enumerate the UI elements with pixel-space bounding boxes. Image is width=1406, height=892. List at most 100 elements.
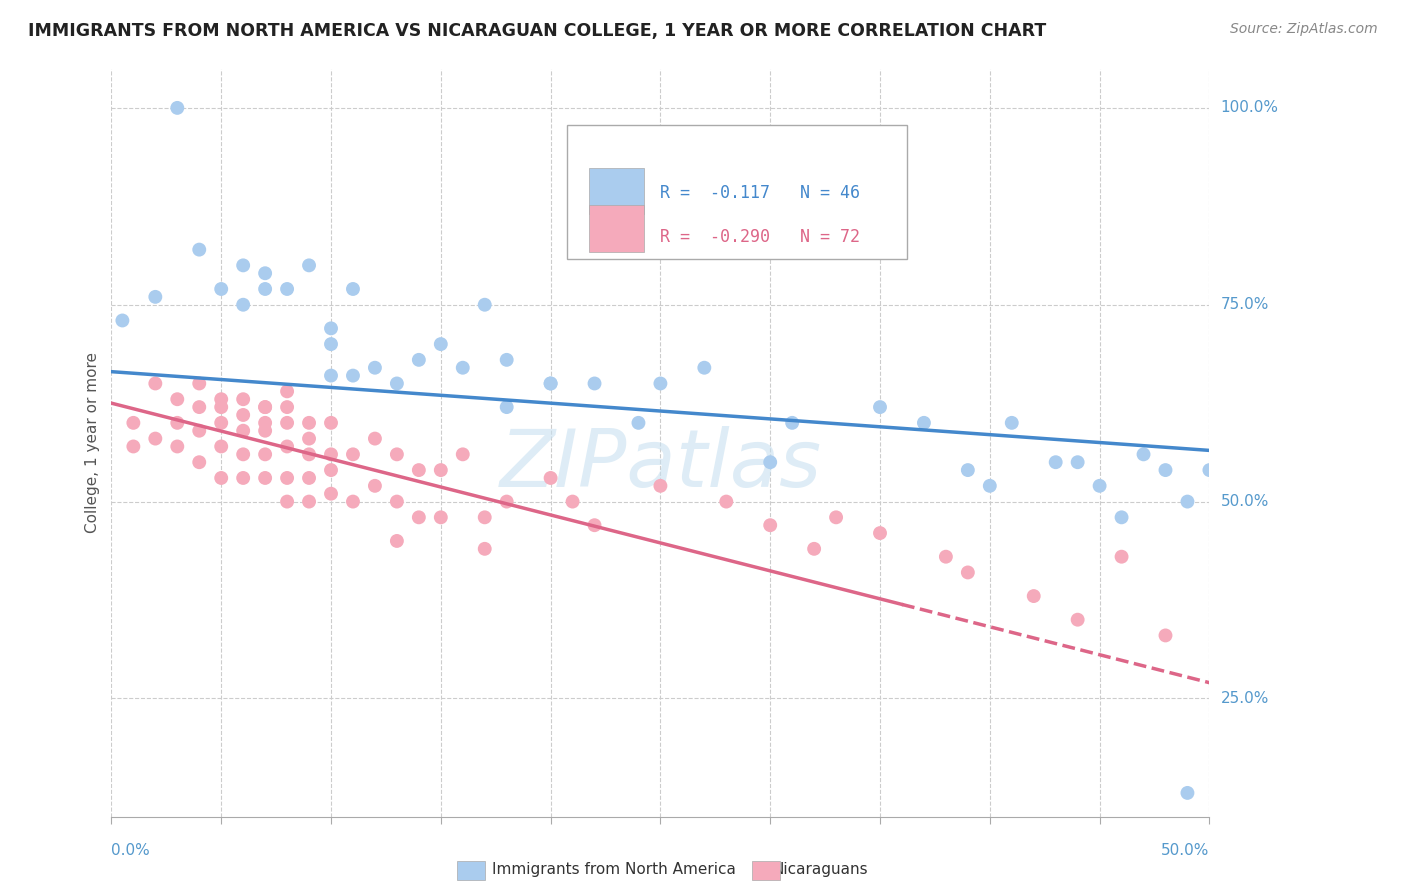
Point	[716, 494, 738, 508]
Point	[474, 541, 496, 556]
Point	[276, 471, 298, 485]
Point	[232, 298, 254, 312]
Point	[342, 447, 364, 461]
Point	[1154, 463, 1177, 477]
Point	[319, 321, 342, 335]
Point	[430, 337, 453, 351]
Point	[364, 432, 387, 446]
Point	[956, 463, 979, 477]
Point	[1111, 549, 1133, 564]
Point	[276, 494, 298, 508]
Point	[209, 416, 232, 430]
Point	[1154, 628, 1177, 642]
Text: ZIPatlas: ZIPatlas	[499, 426, 821, 504]
Text: 75.0%: 75.0%	[1220, 297, 1268, 312]
Point	[342, 282, 364, 296]
Text: R =  -0.290   N = 72: R = -0.290 N = 72	[661, 227, 860, 246]
Text: IMMIGRANTS FROM NORTH AMERICA VS NICARAGUAN COLLEGE, 1 YEAR OR MORE CORRELATION : IMMIGRANTS FROM NORTH AMERICA VS NICARAG…	[28, 22, 1046, 40]
Point	[540, 376, 562, 391]
Point	[385, 447, 408, 461]
Point	[1198, 463, 1220, 477]
Point	[319, 463, 342, 477]
Point	[319, 337, 342, 351]
Point	[166, 101, 188, 115]
Point	[364, 479, 387, 493]
Point	[408, 352, 430, 367]
Point	[935, 549, 957, 564]
Point	[254, 424, 277, 438]
Point	[122, 416, 145, 430]
Point	[232, 471, 254, 485]
Point	[451, 360, 474, 375]
Point	[276, 416, 298, 430]
Point	[298, 471, 321, 485]
Y-axis label: College, 1 year or more: College, 1 year or more	[86, 352, 100, 533]
Point	[1045, 455, 1067, 469]
Point	[166, 392, 188, 407]
Point	[540, 376, 562, 391]
Point	[561, 494, 583, 508]
Point	[759, 518, 782, 533]
Point	[209, 471, 232, 485]
Text: 50.0%: 50.0%	[1161, 843, 1209, 858]
Point	[1177, 494, 1199, 508]
Point	[254, 400, 277, 414]
Point	[232, 424, 254, 438]
Point	[583, 376, 606, 391]
Point	[254, 447, 277, 461]
Text: Source: ZipAtlas.com: Source: ZipAtlas.com	[1230, 22, 1378, 37]
Text: Nicaraguans: Nicaraguans	[773, 863, 869, 877]
Text: 100.0%: 100.0%	[1220, 101, 1278, 115]
Point	[188, 243, 211, 257]
Text: R =  -0.117   N = 46: R = -0.117 N = 46	[661, 185, 860, 202]
Point	[276, 384, 298, 399]
Point	[1088, 479, 1111, 493]
Point	[1066, 613, 1088, 627]
Point	[298, 447, 321, 461]
Point	[143, 432, 166, 446]
Point	[408, 463, 430, 477]
Point	[408, 510, 430, 524]
Point	[232, 258, 254, 272]
FancyBboxPatch shape	[589, 168, 644, 214]
Point	[188, 424, 211, 438]
Point	[209, 440, 232, 454]
Point	[474, 298, 496, 312]
Point	[342, 368, 364, 383]
Point	[298, 494, 321, 508]
Point	[451, 447, 474, 461]
Point	[319, 486, 342, 500]
Point	[166, 440, 188, 454]
Text: 0.0%: 0.0%	[111, 843, 150, 858]
Text: Immigrants from North America: Immigrants from North America	[492, 863, 735, 877]
Point	[232, 447, 254, 461]
Point	[276, 400, 298, 414]
Point	[232, 408, 254, 422]
Point	[869, 400, 891, 414]
Point	[254, 282, 277, 296]
Point	[430, 463, 453, 477]
Point	[209, 400, 232, 414]
Point	[627, 416, 650, 430]
Point	[209, 392, 232, 407]
Point	[385, 533, 408, 548]
Point	[298, 432, 321, 446]
Point	[912, 416, 935, 430]
Point	[693, 360, 716, 375]
Point	[364, 360, 387, 375]
Point	[143, 290, 166, 304]
Point	[869, 526, 891, 541]
Point	[254, 266, 277, 280]
Point	[122, 440, 145, 454]
Point	[495, 400, 517, 414]
Point	[1066, 455, 1088, 469]
Point	[495, 494, 517, 508]
Text: 50.0%: 50.0%	[1220, 494, 1268, 509]
Point	[232, 392, 254, 407]
Point	[495, 352, 517, 367]
Point	[166, 416, 188, 430]
Point	[319, 447, 342, 461]
Point	[254, 471, 277, 485]
Point	[1177, 786, 1199, 800]
Point	[188, 400, 211, 414]
